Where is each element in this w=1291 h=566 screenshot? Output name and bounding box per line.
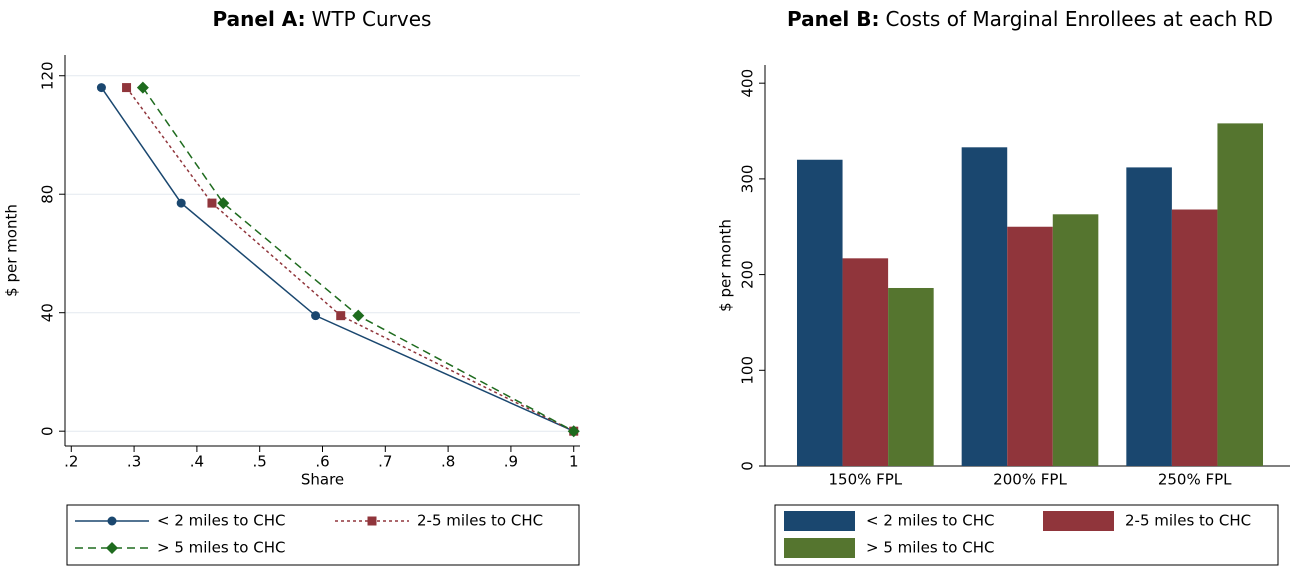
legend-box: [774, 504, 1279, 566]
bar: [1126, 167, 1172, 467]
series-line: [100, 87, 575, 432]
y-tick-label: 400: [739, 69, 757, 98]
title-text: Costs of Marginal Enrollees at each RD: [885, 7, 1273, 31]
x-tick-label: .4: [190, 453, 204, 471]
bar: [961, 147, 1008, 467]
legend-label: 2-5 miles to CHC: [417, 512, 543, 530]
bar: [796, 159, 843, 466]
legend-label: < 2 miles to CHC: [866, 512, 994, 530]
bar: [1007, 226, 1053, 466]
x-tick-label: 1: [569, 453, 579, 471]
x-tick-label: 250% FPL: [1158, 471, 1232, 489]
y-axis-label: $ per month: [3, 204, 21, 297]
marker: [217, 197, 230, 210]
x-tick-label: .3: [127, 453, 141, 471]
title-bold: Panel B:: [787, 7, 879, 31]
x-tick-label: .8: [441, 453, 455, 471]
x-tick-label: .2: [64, 453, 78, 471]
y-tick-label: 200: [739, 260, 757, 289]
x-axis-label: Share: [301, 471, 344, 489]
y-tick-label: 300: [739, 165, 757, 194]
chart-title: Panel A: WTP Curves: [213, 7, 432, 31]
marker: [336, 311, 346, 321]
y-tick-label: 40: [39, 303, 57, 322]
x-tick-label: 200% FPL: [993, 471, 1067, 489]
y-tick-label: 0: [739, 461, 757, 471]
legend-label: > 5 miles to CHC: [157, 539, 285, 557]
y-tick-label: 80: [39, 185, 57, 204]
y-tick-label: 100: [739, 356, 757, 385]
y-axis-label: $ per month: [717, 219, 735, 312]
y-tick-label: 0: [39, 426, 57, 436]
bar: [1217, 123, 1264, 466]
x-tick-label: 150% FPL: [828, 471, 902, 489]
marker: [207, 198, 217, 208]
legend-label: 2-5 miles to CHC: [1125, 512, 1251, 530]
legend-marker: [367, 516, 377, 526]
legend-swatch: [1043, 511, 1114, 531]
x-tick-label: .9: [504, 453, 518, 471]
marker: [176, 198, 186, 208]
legend-label: < 2 miles to CHC: [157, 512, 285, 530]
legend-swatch: [784, 511, 855, 531]
bar: [888, 287, 934, 466]
marker: [352, 309, 365, 322]
series-line: [125, 87, 575, 432]
marker: [311, 311, 321, 321]
marker: [136, 81, 149, 94]
legend-marker: [106, 542, 118, 554]
legend-box: [66, 504, 580, 566]
y-tick-label: 120: [39, 61, 57, 90]
series-line: [142, 87, 575, 432]
x-tick-label: .7: [378, 453, 392, 471]
bar: [842, 258, 889, 466]
legend-label: > 5 miles to CHC: [866, 539, 994, 557]
marker: [122, 83, 132, 93]
title-text: WTP Curves: [312, 7, 432, 31]
legend-swatch: [784, 538, 855, 558]
x-tick-label: .5: [253, 453, 267, 471]
legend-marker: [107, 516, 117, 526]
title-bold: Panel A:: [213, 7, 306, 31]
marker: [567, 425, 580, 438]
x-tick-label: .6: [315, 453, 329, 471]
bar: [1052, 214, 1099, 466]
bar: [1171, 209, 1218, 466]
marker: [96, 83, 106, 93]
chart-title: Panel B: Costs of Marginal Enrollees at e…: [787, 7, 1273, 31]
